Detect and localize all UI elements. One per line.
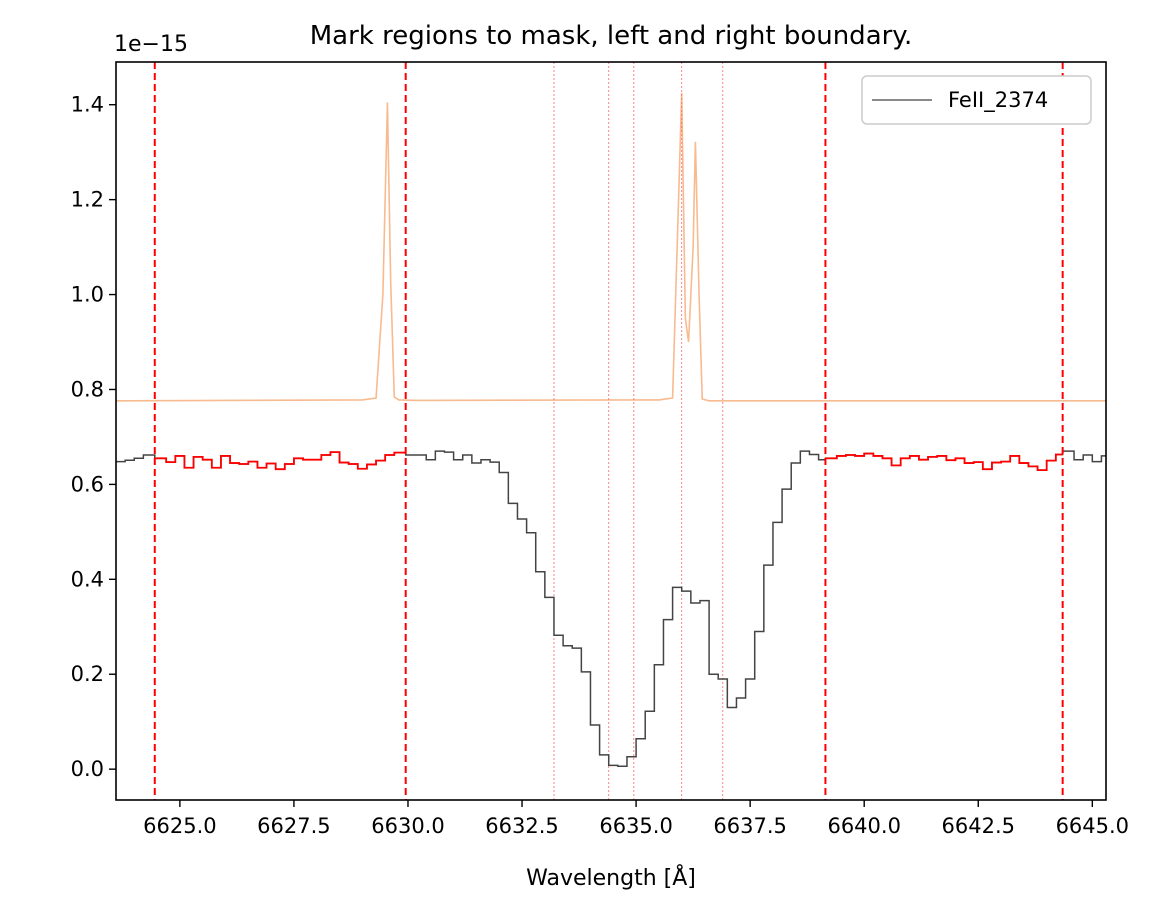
y-tick-label: 0.8 xyxy=(71,377,104,401)
y-tick-label: 0.4 xyxy=(71,567,104,591)
y-tick-label: 0.2 xyxy=(71,662,104,686)
y-tick-label: 1.0 xyxy=(71,283,104,307)
y-tick-label: 0.0 xyxy=(71,757,104,781)
masked-region-line xyxy=(154,451,406,471)
plot-area xyxy=(116,62,1106,800)
x-tick-label: 6640.0 xyxy=(827,814,900,838)
y-offset-text: 1e−15 xyxy=(114,32,188,57)
x-tick-label: 6632.5 xyxy=(485,814,558,838)
legend: FeII_2374 xyxy=(861,75,1092,125)
x-tick-label: 6630.0 xyxy=(371,814,444,838)
x-tick-label: 6635.0 xyxy=(599,814,672,838)
x-tick-label: 6642.5 xyxy=(942,814,1015,838)
model-line xyxy=(116,92,1106,402)
y-axis: 0.0 0.2 0.4 0.6 0.8 1.0 1.2 1.4 xyxy=(71,93,116,781)
y-tick-label: 1.2 xyxy=(71,188,104,212)
x-tick-label: 6625.0 xyxy=(143,814,216,838)
legend-entry-label: FeII_2374 xyxy=(948,88,1048,113)
x-axis-label: Wavelength [Å] xyxy=(526,864,696,891)
axes-frame xyxy=(115,61,1107,801)
legend-box xyxy=(861,75,1092,125)
y-tick-label: 0.6 xyxy=(71,472,104,496)
masked-region-line xyxy=(825,452,1063,472)
x-tick-label: 6627.5 xyxy=(257,814,330,838)
x-tick-label: 6637.5 xyxy=(713,814,786,838)
chart-title: Mark regions to mask, left and right bou… xyxy=(310,21,913,51)
x-axis: 6625.0 6627.5 6630.0 6632.5 6635.0 6637.5 6640… xyxy=(143,800,1129,838)
x-tick-label: 6645.0 xyxy=(1056,814,1129,838)
y-tick-label: 1.4 xyxy=(71,93,104,117)
